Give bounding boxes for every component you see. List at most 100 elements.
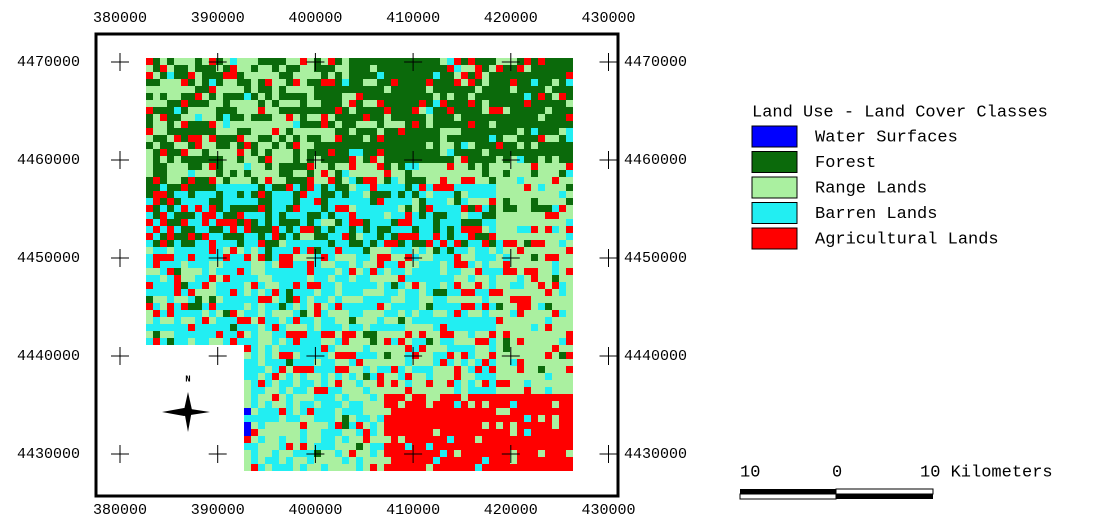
land-cover-cell	[468, 254, 475, 261]
land-cover-cell	[335, 170, 342, 177]
land-cover-cell	[405, 121, 412, 128]
land-cover-cell	[293, 212, 300, 219]
land-cover-cell	[293, 450, 300, 457]
land-cover-cell	[391, 436, 398, 443]
land-cover-cell	[489, 408, 496, 415]
land-cover-cell	[265, 205, 272, 212]
land-cover-cell	[209, 65, 216, 72]
land-cover-cell	[524, 289, 531, 296]
land-cover-cell	[454, 247, 461, 254]
land-cover-cell	[454, 100, 461, 107]
land-cover-cell	[230, 303, 237, 310]
land-cover-cell	[510, 107, 517, 114]
land-cover-cell	[524, 415, 531, 422]
land-cover-cell	[419, 331, 426, 338]
land-cover-cell	[335, 436, 342, 443]
land-cover-cell	[272, 254, 279, 261]
land-cover-cell	[265, 436, 272, 443]
land-cover-cell	[524, 142, 531, 149]
land-cover-cell	[223, 198, 230, 205]
land-cover-cell	[160, 219, 167, 226]
land-cover-cell	[468, 212, 475, 219]
land-cover-cell	[454, 436, 461, 443]
land-cover-cell	[335, 163, 342, 170]
land-cover-cell	[538, 163, 545, 170]
land-cover-cell	[517, 65, 524, 72]
land-cover-cell	[419, 443, 426, 450]
land-cover-cell	[223, 317, 230, 324]
land-cover-cell	[468, 303, 475, 310]
land-cover-cell	[559, 205, 566, 212]
land-cover-cell	[349, 58, 356, 65]
land-cover-cell	[384, 240, 391, 247]
land-cover-cell	[160, 170, 167, 177]
land-cover-cell	[531, 212, 538, 219]
land-cover-cell	[419, 282, 426, 289]
land-cover-cell	[230, 289, 237, 296]
land-cover-cell	[342, 240, 349, 247]
land-cover-cell	[482, 107, 489, 114]
land-cover-cell	[454, 464, 461, 471]
land-cover-cell	[279, 170, 286, 177]
land-cover-cell	[244, 163, 251, 170]
land-cover-cell	[391, 373, 398, 380]
land-cover-cell	[202, 289, 209, 296]
land-cover-cell	[440, 93, 447, 100]
land-cover-cell	[244, 401, 251, 408]
land-cover-cell	[412, 275, 419, 282]
land-cover-cell	[461, 373, 468, 380]
land-cover-cell	[559, 107, 566, 114]
land-cover-cell	[244, 58, 251, 65]
land-cover-cell	[363, 100, 370, 107]
land-cover-cell	[419, 79, 426, 86]
land-cover-cell	[293, 198, 300, 205]
y-tick-label: 4460000	[17, 152, 80, 169]
land-cover-cell	[272, 58, 279, 65]
land-cover-cell	[482, 205, 489, 212]
land-cover-cell	[146, 303, 153, 310]
land-cover-cell	[181, 191, 188, 198]
land-cover-cell	[146, 128, 153, 135]
land-cover-cell	[349, 184, 356, 191]
land-cover-cell	[524, 219, 531, 226]
land-cover-cell	[202, 240, 209, 247]
land-cover-cell	[433, 72, 440, 79]
land-cover-cell	[405, 177, 412, 184]
land-cover-cell	[230, 282, 237, 289]
land-cover-cell	[279, 58, 286, 65]
land-cover-cell	[356, 289, 363, 296]
land-cover-cell	[566, 387, 573, 394]
land-cover-cell	[300, 359, 307, 366]
land-cover-cell	[328, 464, 335, 471]
land-cover-cell	[223, 163, 230, 170]
land-cover-cell	[286, 128, 293, 135]
land-cover-cell	[279, 65, 286, 72]
land-cover-cell	[454, 240, 461, 247]
land-cover-cell	[209, 198, 216, 205]
land-cover-cell	[216, 233, 223, 240]
land-cover-cell	[545, 198, 552, 205]
land-cover-cell	[461, 135, 468, 142]
land-cover-cell	[531, 240, 538, 247]
land-cover-cell	[307, 219, 314, 226]
land-cover-cell	[300, 436, 307, 443]
land-cover-cell	[398, 387, 405, 394]
land-cover-cell	[181, 282, 188, 289]
land-cover-cell	[377, 93, 384, 100]
land-cover-cell	[230, 240, 237, 247]
land-cover-cell	[566, 366, 573, 373]
land-cover-cell	[559, 296, 566, 303]
land-cover-cell	[293, 408, 300, 415]
land-cover-cell	[328, 240, 335, 247]
land-cover-cell	[342, 373, 349, 380]
land-cover-cell	[342, 387, 349, 394]
land-cover-cell	[545, 268, 552, 275]
land-cover-cell	[314, 79, 321, 86]
land-cover-cell	[426, 128, 433, 135]
land-cover-cell	[230, 65, 237, 72]
land-cover-cell	[391, 198, 398, 205]
land-cover-cell	[538, 464, 545, 471]
land-cover-cell	[349, 338, 356, 345]
land-cover-cell	[559, 394, 566, 401]
land-cover-cell	[440, 205, 447, 212]
